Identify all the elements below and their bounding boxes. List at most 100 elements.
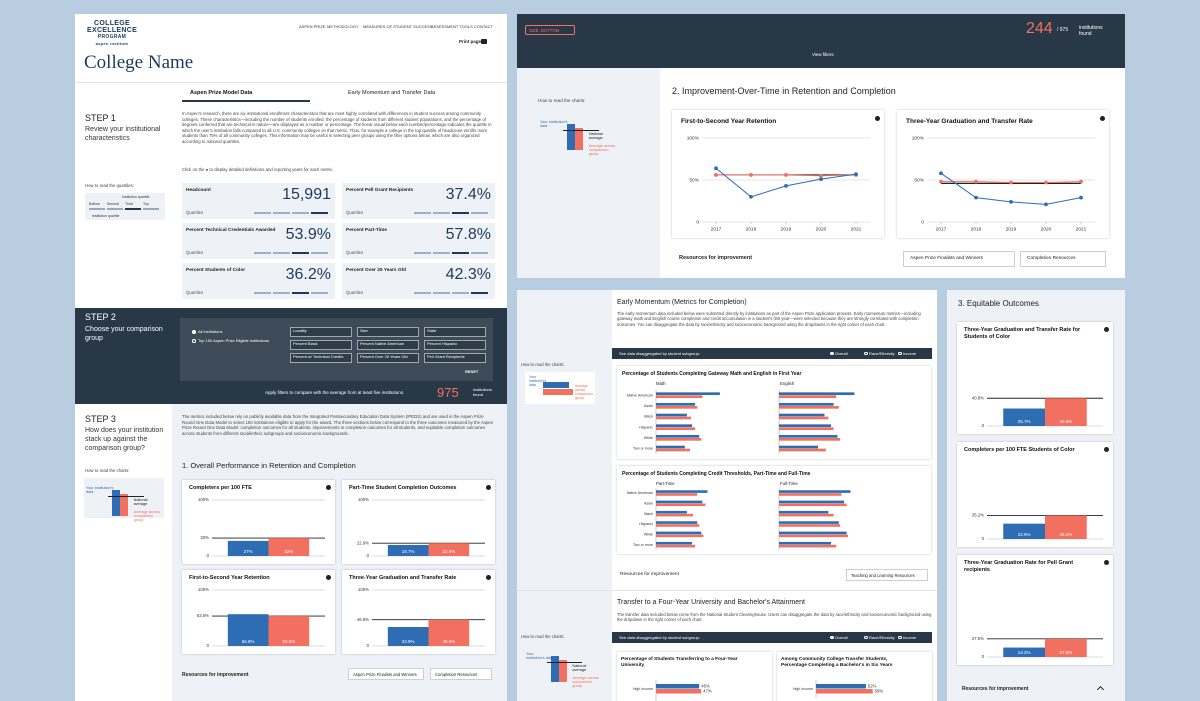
data-point	[1009, 180, 1013, 185]
button-label[interactable]: Teaching and Learning Resources	[851, 572, 915, 578]
info-icon[interactable]	[1104, 560, 1109, 565]
radio[interactable]	[192, 330, 196, 334]
filter-label[interactable]: State	[427, 327, 437, 333]
resources-label: Resources for improvement	[182, 672, 249, 678]
radio[interactable]	[192, 339, 196, 343]
resource-button[interactable]	[430, 668, 492, 680]
bar-value-label: 33.9%	[402, 639, 415, 644]
radio-label[interactable]: Overall	[835, 635, 848, 640]
filter-dropdown[interactable]	[357, 327, 419, 337]
info-icon[interactable]	[326, 575, 331, 580]
y-tick-label: 0	[982, 536, 985, 541]
info-icon[interactable]	[326, 485, 331, 490]
radio[interactable]	[864, 351, 868, 355]
radio[interactable]	[830, 351, 834, 355]
nav-link[interactable]: ASPEN PRIZE	[299, 24, 326, 29]
quartile-label: Second	[107, 202, 119, 206]
legend-label: Average across comparison group	[575, 384, 594, 400]
step-label: STEP 1	[85, 113, 116, 123]
radio-label[interactable]: Race/Ethnicity	[869, 351, 895, 356]
filter-label[interactable]: Size	[360, 327, 368, 333]
print-icon[interactable]	[481, 39, 487, 44]
view-filters[interactable]: View filters	[812, 52, 834, 57]
info-icon[interactable]	[1100, 116, 1105, 121]
nav-link[interactable]: MEASURES OF STUDENT SUCCESS	[363, 24, 433, 29]
radio-label[interactable]: Top 150 Aspen Prize Eligible Institution…	[198, 338, 269, 343]
radio-label[interactable]: Income	[903, 635, 917, 640]
filter-dropdown[interactable]	[290, 340, 352, 350]
filter-label[interactable]: Percent Black	[293, 340, 318, 346]
x-tick-label: 2020	[1041, 226, 1052, 232]
filter-dropdown[interactable]	[357, 340, 419, 350]
info-icon[interactable]	[1104, 447, 1109, 452]
button-label[interactable]: Aspen Prize Finalists and Winners	[910, 256, 984, 261]
bar-value-label: 35.2%	[1059, 532, 1072, 537]
button-label[interactable]: Aspen Prize Finalists and Winners	[353, 671, 417, 677]
filter-label[interactable]: Pell Grant Recipients	[427, 353, 465, 359]
filter-label[interactable]: Percent Over 25 Years Old	[360, 353, 408, 359]
filter-dropdown[interactable]	[290, 327, 352, 337]
radio-label[interactable]: All institutions	[198, 329, 223, 334]
bar-value-label: 22.9%	[1018, 532, 1031, 537]
button-label[interactable]: Completion Resources	[435, 671, 478, 677]
filter-dropdown[interactable]	[424, 353, 486, 363]
legend-label: Average across comparison group	[133, 510, 160, 523]
bar	[656, 448, 690, 452]
bar	[656, 406, 698, 409]
filter-label[interactable]: Percent Hispanic	[427, 340, 458, 346]
bar	[428, 543, 470, 556]
resource-button[interactable]	[348, 668, 424, 680]
resource-button[interactable]	[1020, 251, 1106, 267]
info-icon[interactable]	[486, 485, 491, 490]
x-tick-label: 2017	[711, 226, 722, 232]
bar	[656, 445, 685, 449]
resource-button[interactable]	[903, 251, 1015, 267]
filter-dropdown[interactable]	[424, 340, 486, 350]
radio-label[interactable]: Overall	[835, 351, 848, 356]
y-tick-label: 100%	[912, 135, 925, 141]
filter-dropdown[interactable]	[357, 353, 419, 363]
resource-button[interactable]	[846, 569, 928, 581]
filter-dropdown[interactable]	[290, 353, 352, 363]
info-icon[interactable]	[1104, 327, 1109, 332]
filter-label[interactable]: Percent w/ Technical Credits	[293, 353, 344, 359]
info-icon[interactable]	[875, 116, 880, 121]
y-tick-label: 0	[207, 643, 210, 648]
radio-label[interactable]: Income	[903, 351, 917, 356]
filter-label[interactable]: Percent Native American	[360, 340, 405, 346]
radio[interactable]	[864, 635, 868, 639]
button-label[interactable]: Completion Resources	[1027, 256, 1076, 261]
radio-label[interactable]: Race/Ethnicity	[869, 635, 895, 640]
tab-underline	[182, 100, 310, 102]
nav-link[interactable]: METHODOLOGY	[327, 24, 359, 29]
nav-link[interactable]: ASSESSMENT TOOLS	[431, 24, 473, 29]
filter-dropdown[interactable]	[424, 327, 486, 337]
tab[interactable]: Early Momentum and Transfer Data	[348, 90, 436, 96]
quartile-segment	[254, 212, 271, 214]
bar	[656, 395, 703, 399]
quartile-segment	[254, 292, 271, 294]
info-icon[interactable]	[486, 575, 491, 580]
bar	[656, 493, 698, 496]
radio[interactable]	[898, 635, 902, 639]
tab-active[interactable]: Aspen Prize Model Data	[190, 90, 253, 96]
data-point	[749, 194, 753, 199]
badge-label[interactable]: SIZE: BOTTOM	[529, 27, 560, 33]
radio[interactable]	[830, 635, 834, 639]
bar	[779, 403, 834, 406]
bar	[816, 683, 866, 689]
step-label: STEP 2	[85, 312, 116, 322]
badge[interactable]	[525, 25, 575, 35]
radio[interactable]	[898, 351, 902, 355]
bar-value-label: 56.8%	[242, 639, 255, 644]
legend-label: Average across comparison group	[572, 676, 599, 689]
quartile-segment	[414, 292, 431, 294]
bar	[779, 500, 844, 504]
nav-link[interactable]: CONTACT	[474, 24, 494, 29]
filter-label[interactable]: Locality	[293, 327, 307, 333]
legend-label: Your institution's data	[526, 652, 554, 661]
chart-title: Three-Year Graduation and Transfer Rate …	[964, 327, 1081, 340]
bar-chart: 0 27.5% 14.3% 27.5%	[972, 636, 1103, 659]
reset-button[interactable]: RESET	[465, 369, 479, 374]
print-link[interactable]: Print page	[459, 39, 482, 44]
